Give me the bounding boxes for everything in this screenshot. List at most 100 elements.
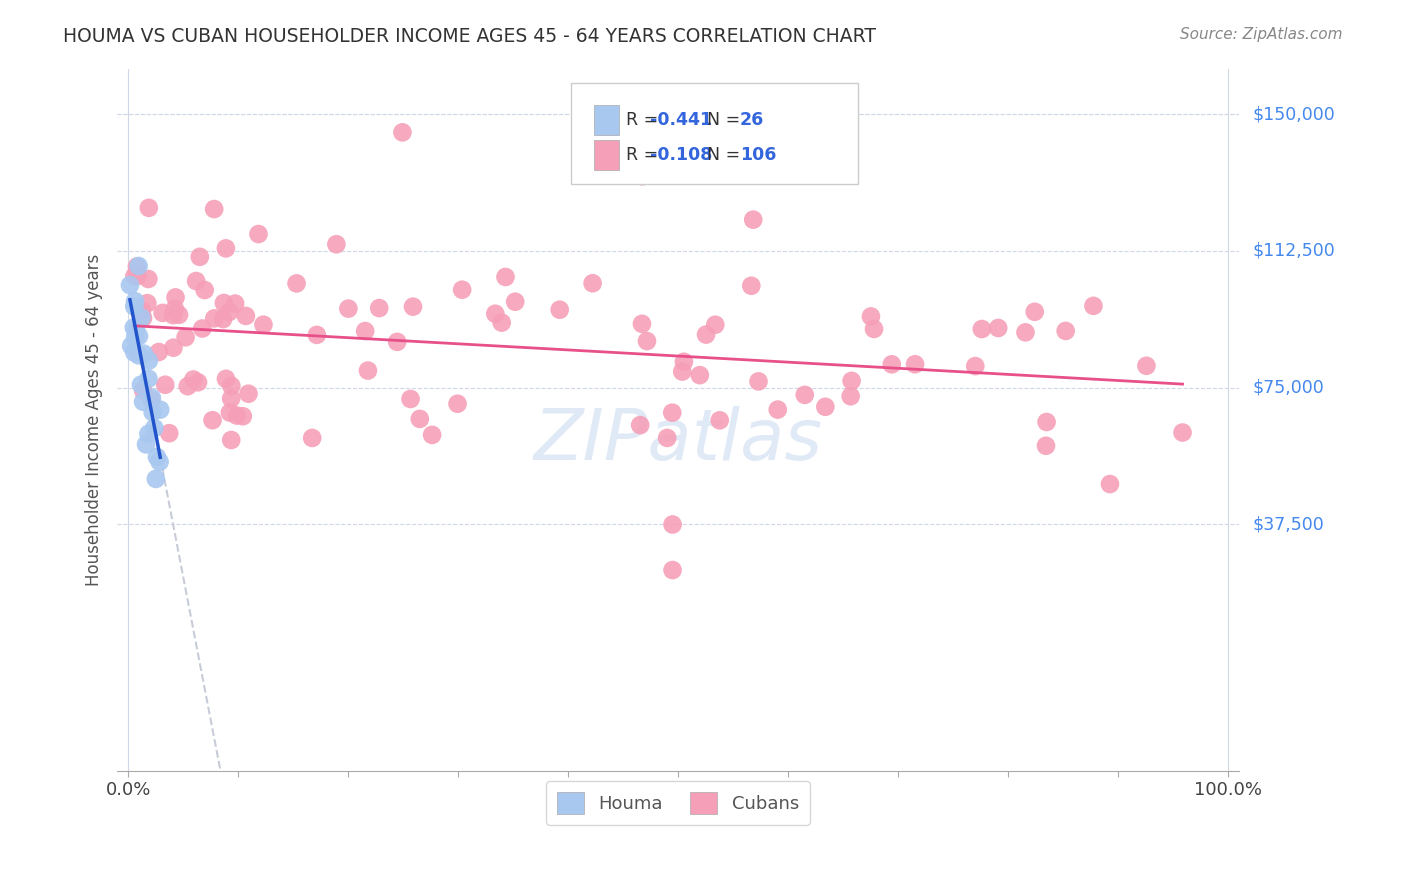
Text: -0.441: -0.441 — [650, 111, 713, 128]
Text: N =: N = — [707, 146, 747, 164]
Point — [188, 250, 211, 264]
Point — [187, 376, 209, 390]
Point — [661, 406, 683, 420]
Point — [636, 334, 658, 348]
Text: R =: R = — [627, 146, 664, 164]
Point — [672, 355, 695, 369]
Point — [122, 345, 145, 359]
Point — [149, 402, 172, 417]
Point — [747, 375, 769, 389]
Point — [219, 392, 242, 406]
Point — [399, 392, 422, 406]
Point — [385, 334, 408, 349]
Point — [503, 294, 526, 309]
Point — [212, 296, 235, 310]
Point — [136, 296, 159, 310]
Point — [122, 320, 145, 334]
Point — [138, 353, 160, 368]
Point — [219, 406, 242, 420]
Point — [863, 322, 886, 336]
Point — [125, 260, 148, 274]
FancyBboxPatch shape — [593, 105, 619, 135]
Point — [221, 379, 243, 393]
Legend: Houma, Cubans: Houma, Cubans — [547, 781, 810, 825]
Point — [1135, 359, 1157, 373]
Point — [965, 359, 987, 373]
Point — [124, 294, 146, 309]
Point — [165, 290, 187, 304]
Text: ZIPatlas: ZIPatlas — [533, 406, 823, 475]
Point — [859, 310, 882, 324]
Point — [124, 330, 146, 344]
Point — [138, 201, 160, 215]
Point — [128, 348, 150, 362]
Point — [1054, 324, 1077, 338]
Point — [987, 321, 1010, 335]
Point — [495, 270, 517, 285]
Point — [628, 418, 651, 433]
Point — [225, 409, 247, 423]
Point — [689, 368, 711, 383]
Point — [202, 202, 225, 216]
Point — [177, 379, 200, 393]
Point — [201, 413, 224, 427]
Point — [128, 259, 150, 273]
Point — [305, 327, 328, 342]
Point — [142, 405, 165, 419]
Point — [183, 372, 205, 386]
Point — [138, 372, 160, 386]
Point — [1098, 477, 1121, 491]
Point — [194, 283, 217, 297]
Point — [247, 227, 270, 241]
Point — [132, 346, 155, 360]
Point — [118, 278, 141, 293]
Point — [337, 301, 360, 316]
Point — [814, 400, 837, 414]
Point — [409, 412, 432, 426]
Point — [391, 125, 413, 139]
Point — [135, 437, 157, 451]
Point — [740, 278, 762, 293]
Point — [212, 312, 235, 326]
Point — [141, 391, 163, 405]
Point — [202, 311, 225, 326]
Point — [631, 317, 654, 331]
Point — [420, 428, 443, 442]
Point — [451, 283, 474, 297]
Point — [235, 309, 257, 323]
Point — [129, 310, 152, 325]
FancyBboxPatch shape — [593, 140, 619, 169]
Point — [1035, 415, 1057, 429]
Point — [484, 307, 506, 321]
Point — [793, 388, 815, 402]
Point — [704, 318, 727, 332]
Point — [841, 374, 863, 388]
Text: N =: N = — [707, 111, 747, 128]
Point — [132, 310, 155, 325]
Point — [162, 341, 184, 355]
Point — [301, 431, 323, 445]
Point — [631, 169, 654, 184]
Point — [904, 357, 927, 371]
Point — [368, 301, 391, 315]
Point — [141, 393, 163, 408]
Point — [218, 305, 240, 319]
Point — [162, 308, 184, 322]
Point — [238, 386, 260, 401]
Point — [152, 306, 174, 320]
Point — [1083, 299, 1105, 313]
Point — [219, 433, 242, 447]
Point — [880, 357, 903, 371]
Y-axis label: Householder Income Ages 45 - 64 years: Householder Income Ages 45 - 64 years — [86, 253, 103, 586]
Point — [695, 327, 717, 342]
Text: $75,000: $75,000 — [1253, 379, 1324, 397]
Point — [581, 277, 603, 291]
Point — [709, 413, 731, 427]
Point — [402, 300, 425, 314]
Point — [325, 237, 347, 252]
Point — [742, 212, 765, 227]
Text: Source: ZipAtlas.com: Source: ZipAtlas.com — [1180, 27, 1343, 42]
Point — [125, 324, 148, 338]
Point — [143, 421, 166, 435]
Text: -0.108: -0.108 — [650, 146, 713, 164]
